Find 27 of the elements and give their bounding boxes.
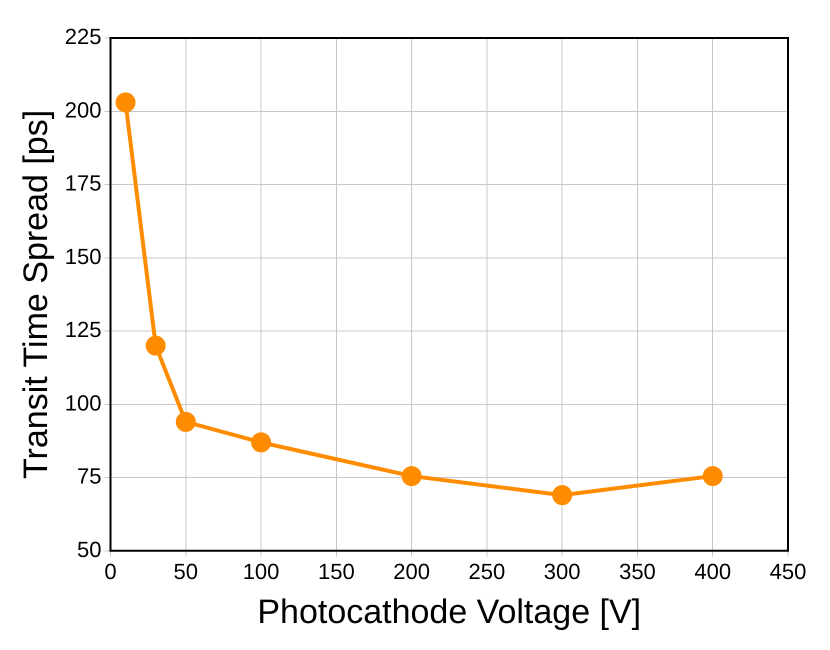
y-tick-label: 75 — [77, 464, 102, 489]
y-tick-label: 100 — [64, 390, 102, 416]
x-tick-label: 0 — [104, 559, 117, 584]
x-tick-label: 300 — [544, 559, 581, 584]
y-tick-label: 50 — [77, 536, 102, 562]
x-tick-label: 50 — [174, 559, 198, 584]
x-tick-label: 250 — [468, 559, 506, 584]
x-tick-label: 200 — [393, 559, 430, 584]
x-tick-label: 150 — [318, 559, 355, 584]
point — [402, 466, 422, 486]
x-axis-title: Photocathode Voltage [V] — [257, 592, 642, 631]
x-tick-label: 400 — [694, 559, 732, 584]
x-tick-label: 450 — [770, 559, 806, 584]
y-tick-label: 200 — [64, 97, 102, 122]
y-tick-label: 225 — [64, 24, 102, 50]
point — [176, 412, 196, 432]
point — [702, 466, 723, 486]
y-tick-label: 150 — [64, 244, 102, 269]
point — [552, 485, 572, 506]
y-tick-label: 175 — [64, 170, 102, 196]
point — [251, 432, 272, 452]
y-tick-label: 125 — [64, 317, 102, 342]
point — [116, 92, 136, 112]
x-tick-label: 350 — [619, 559, 656, 584]
y-axis-title: Transit Time Spread [ps] — [16, 110, 55, 479]
x-tick-label: 100 — [242, 559, 280, 584]
point — [146, 336, 166, 356]
